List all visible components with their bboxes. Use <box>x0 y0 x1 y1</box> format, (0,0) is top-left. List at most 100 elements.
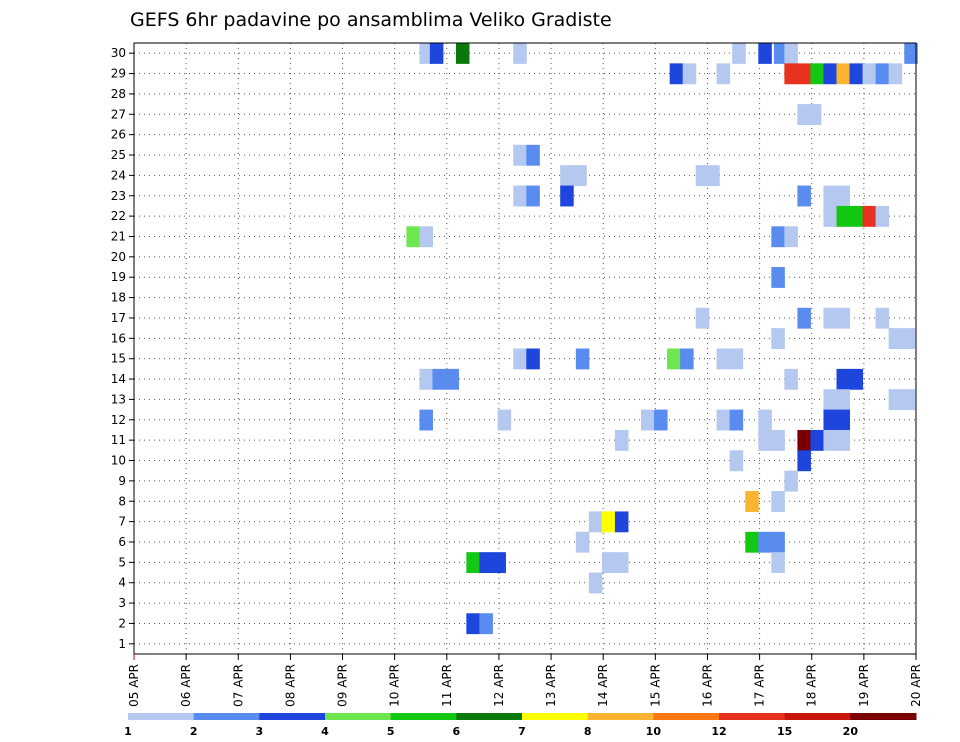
heatmap-cell <box>682 63 697 85</box>
y-tick-label: 11 <box>111 433 126 447</box>
y-tick-label: 23 <box>111 189 126 203</box>
heatmap-cell <box>526 144 540 166</box>
heatmap-cell <box>823 185 837 207</box>
heatmap-cell <box>745 491 759 512</box>
heatmap-cell <box>588 572 603 594</box>
heatmap-cell <box>588 511 603 533</box>
y-tick-label: 5 <box>118 555 126 569</box>
colorbar-label: 12 <box>711 725 726 738</box>
heatmap-cell <box>445 368 460 390</box>
heatmap-cell <box>771 267 785 288</box>
colorbar-swatch <box>784 713 851 720</box>
heatmap-cell <box>797 185 811 207</box>
heatmap-cell <box>560 185 574 207</box>
heatmap-cell <box>888 389 903 411</box>
heatmap-cell <box>497 409 512 431</box>
x-tick-label: 08 APR <box>283 664 297 707</box>
plot-frame <box>133 42 917 655</box>
heatmap-cell <box>526 348 540 370</box>
colorbar-swatch <box>719 713 786 720</box>
x-tick-label: 11 APR <box>440 664 454 707</box>
heatmap-cell <box>771 328 785 349</box>
heatmap-cell <box>797 104 811 125</box>
heatmap-cell <box>614 511 629 533</box>
y-tick-label: 7 <box>118 515 126 529</box>
x-tick-label: 16 APR <box>700 664 714 707</box>
y-tick-label: 4 <box>118 576 126 590</box>
heatmap-cell <box>716 348 731 370</box>
colorbar-label: 1 <box>124 725 132 738</box>
heatmap-cell <box>429 43 444 64</box>
heatmap-cell <box>758 409 772 431</box>
heatmap-cell <box>836 205 851 227</box>
y-tick-label: 10 <box>111 454 126 468</box>
colorbar-swatch <box>456 713 523 720</box>
heatmap-cell <box>455 43 470 64</box>
heatmap-cell <box>797 307 811 329</box>
y-tick-label: 24 <box>111 168 126 182</box>
colorbar-label: 3 <box>256 725 264 738</box>
heatmap-cell <box>492 552 506 574</box>
y-tick-label: 20 <box>111 250 126 264</box>
y-tick-label: 16 <box>111 331 126 345</box>
heatmap-cell <box>771 429 785 451</box>
heatmap-cell <box>466 613 480 635</box>
heatmap-cell <box>836 185 851 207</box>
y-tick-label: 25 <box>111 148 126 162</box>
x-tick-label: 13 APR <box>544 664 558 707</box>
y-tick-label: 27 <box>111 107 126 121</box>
heatmap-cell <box>771 491 785 512</box>
heatmap-cell <box>695 165 710 187</box>
heatmap-cell <box>716 409 731 431</box>
chart-title: GEFS 6hr padavine po ansamblima Veliko G… <box>130 9 612 31</box>
y-tick-label: 21 <box>111 229 126 243</box>
heatmap-cell <box>758 429 772 451</box>
colorbar-label: 6 <box>453 725 461 738</box>
heatmap-cell <box>419 43 433 64</box>
heatmap-cell <box>823 307 837 329</box>
heatmap-cell <box>836 368 851 390</box>
heatmap-cell <box>849 63 864 85</box>
y-tick-label: 3 <box>118 596 126 610</box>
y-tick-label: 29 <box>111 67 126 81</box>
y-tick-label: 14 <box>111 372 126 386</box>
heatmap-cell <box>771 531 785 553</box>
heatmap-cell <box>797 450 811 472</box>
heatmap-cell <box>513 144 527 166</box>
heatmap-cell <box>695 307 710 329</box>
y-tick-label: 19 <box>111 270 126 284</box>
colorbar-label: 8 <box>584 725 592 738</box>
y-tick-label: 15 <box>111 352 126 366</box>
x-tick-label: 06 APR <box>179 664 193 707</box>
heatmap-cell <box>836 63 851 85</box>
x-tick-label: 05 APR <box>127 664 141 707</box>
x-tick-label: 19 APR <box>857 664 871 707</box>
heatmap-cell <box>773 43 788 64</box>
y-tick-label: 1 <box>118 637 126 651</box>
colorbar-swatch <box>325 713 392 720</box>
heatmap-cell <box>901 389 916 411</box>
heatmap-cell <box>862 63 877 85</box>
y-tick-label: 17 <box>111 311 126 325</box>
colorbar-swatch <box>259 713 326 720</box>
heatmap-cell <box>836 409 851 431</box>
heatmap-cell <box>513 185 527 207</box>
heatmap-cell <box>419 409 433 431</box>
heatmap-cell <box>784 226 798 248</box>
colorbar-label: 4 <box>321 725 329 738</box>
heatmap-cell <box>729 348 744 370</box>
heatmap-cell <box>901 328 916 349</box>
heatmap-cell <box>601 552 616 574</box>
heatmap-cell <box>888 63 903 85</box>
x-tick-label: 15 APR <box>648 664 662 707</box>
heatmap-cell <box>875 307 890 329</box>
heatmap-cell <box>745 531 759 553</box>
heatmap-cell <box>758 531 772 553</box>
x-axis: 05 APR 06 APR 07 APR 08 APR 09 APR 10 APR 11 A… <box>127 654 923 707</box>
heatmap-cell <box>573 165 587 187</box>
colorbar-swatch <box>128 713 195 720</box>
heatmap-cell <box>575 531 590 553</box>
colorbar-label: 2 <box>190 725 198 738</box>
heatmap-cell <box>575 348 590 370</box>
colorbar-swatch <box>587 713 654 720</box>
